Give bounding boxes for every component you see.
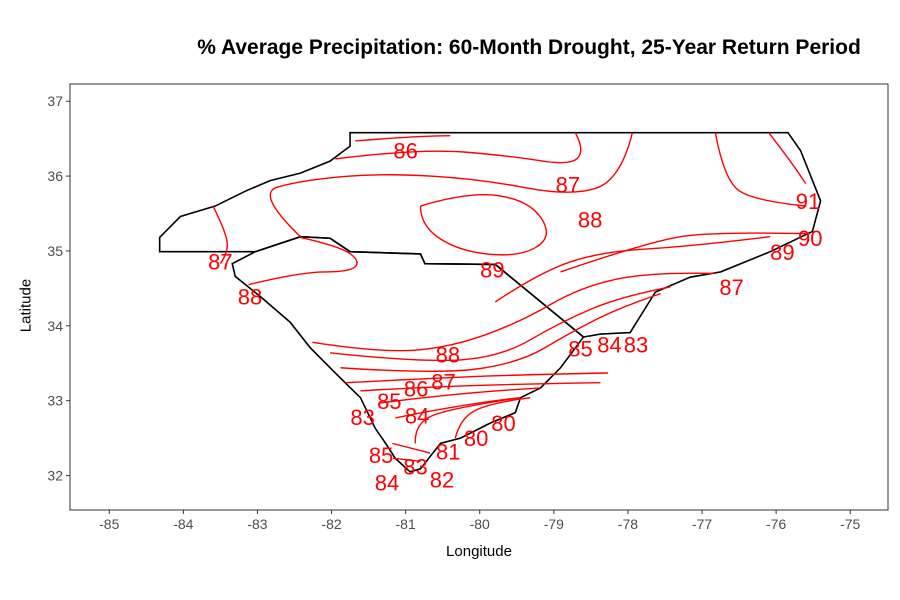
contour-lines — [212, 132, 811, 463]
contour-label: 85 — [568, 336, 592, 361]
contour-line-88 — [419, 194, 548, 256]
contour-line-86 — [340, 292, 661, 373]
plot-frame — [69, 83, 889, 511]
contour-label: 88 — [578, 208, 602, 233]
contour-line-86 — [335, 132, 582, 164]
contour-line-81 — [414, 397, 521, 444]
x-tick-label: -85 — [99, 516, 119, 532]
contour-line-80 — [454, 397, 531, 439]
contour-line-91 — [714, 132, 806, 207]
contour-line-83 — [380, 387, 541, 404]
contour-label: 88 — [436, 342, 460, 367]
contour-line-89 — [494, 236, 771, 303]
axes: -85 -84 -83 -82 -81 -80 -79 -78 -77 -76 -75 32 33 34 3… — [47, 93, 860, 532]
y-tick-label: 35 — [47, 243, 63, 259]
contour-label: 80 — [491, 411, 515, 436]
x-tick-label: -77 — [692, 516, 712, 532]
y-tick-label: 32 — [47, 468, 63, 484]
contour-label: 80 — [464, 426, 488, 451]
contour-label: 85 — [369, 443, 393, 468]
contour-line-82 — [392, 442, 431, 454]
contour-label: 86 — [404, 376, 428, 401]
contour-label: 90 — [798, 226, 822, 251]
contour-line-83 — [392, 457, 421, 463]
y-tick-label: 34 — [47, 318, 63, 334]
y-tick-label: 36 — [47, 168, 63, 184]
x-tick-label: -78 — [618, 516, 638, 532]
state-boundaries — [158, 131, 822, 473]
boundary-south-carolina — [231, 235, 585, 473]
y-tick-label: 33 — [47, 393, 63, 409]
x-tick-label: -76 — [766, 516, 786, 532]
contour-label: 82 — [430, 467, 454, 492]
contour-label: 83 — [350, 405, 374, 430]
contour-label: 83 — [624, 333, 648, 358]
contour-label: 87 — [719, 275, 743, 300]
contour-label: 84 — [375, 470, 399, 495]
x-tick-label: -82 — [321, 516, 341, 532]
x-tick-label: -81 — [396, 516, 416, 532]
contour-label: 83 — [403, 455, 427, 480]
contour-label: 86 — [393, 139, 417, 164]
x-axis-label: Longitude — [446, 543, 512, 560]
contour-label: 87 — [208, 249, 232, 274]
contour-line-87 — [329, 286, 671, 362]
contour-line-88 — [312, 272, 716, 352]
contour-line-84 — [360, 382, 601, 392]
contour-label: 88 — [238, 285, 262, 310]
chart-title: % Average Precipitation: 60-Month Drough… — [197, 36, 861, 59]
contour-label: 87 — [556, 172, 580, 197]
y-tick-label: 37 — [47, 93, 63, 109]
contour-line-90 — [560, 232, 811, 273]
x-tick-label: -84 — [173, 516, 193, 532]
contour-label: 89 — [480, 258, 504, 283]
x-tick-label: -79 — [544, 516, 564, 532]
contour-line-91 — [768, 132, 807, 184]
x-tick-label: -75 — [840, 516, 860, 532]
contour-line-87 — [212, 205, 228, 265]
contour-label: 84 — [597, 333, 621, 358]
contour-label: 81 — [436, 439, 460, 464]
contour-label: 89 — [770, 240, 794, 265]
contour-line-87 — [269, 132, 634, 238]
contour-line-88 — [248, 236, 358, 286]
contour-line-86 — [355, 134, 451, 142]
y-axis-label: Latitude — [17, 278, 35, 333]
contour-line-85 — [344, 372, 608, 384]
x-tick-label: -80 — [470, 516, 490, 532]
contour-label: 85 — [377, 389, 401, 414]
contour-label: 87 — [431, 370, 455, 395]
contour-label: 91 — [796, 189, 820, 214]
x-tick-label: -83 — [247, 516, 267, 532]
contour-label: 84 — [405, 404, 429, 429]
